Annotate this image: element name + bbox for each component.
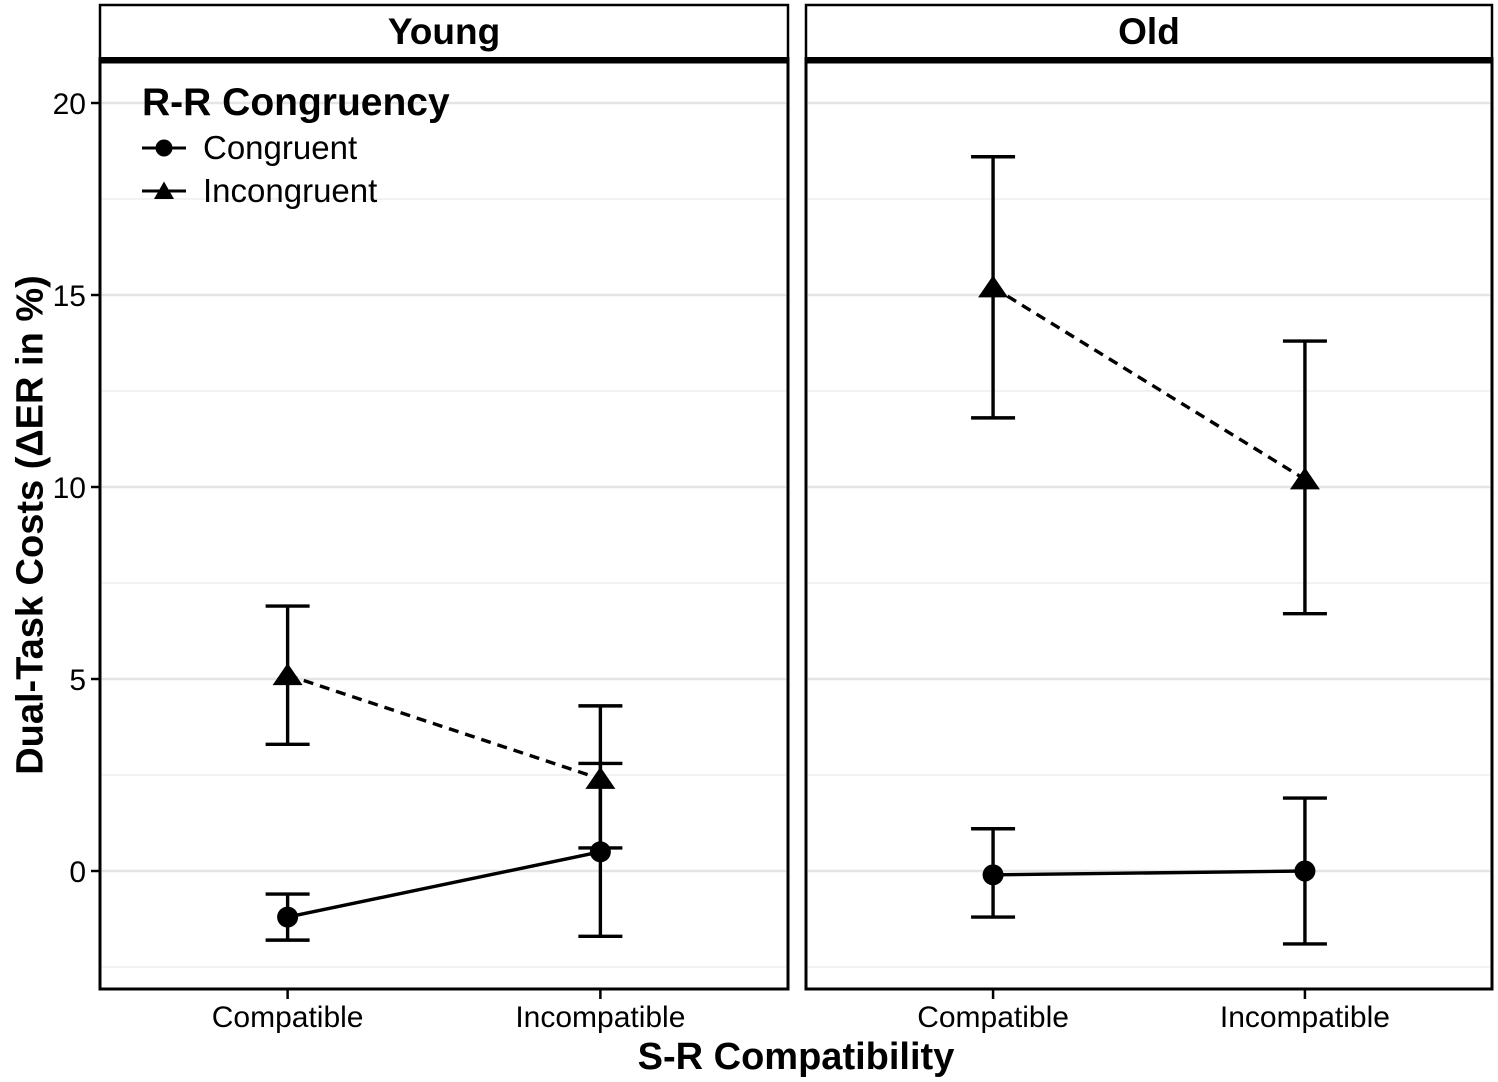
triangle-marker-icon (142, 173, 186, 209)
x-axis-title: S-R Compatibility (637, 1036, 955, 1078)
data-point-circle (589, 841, 611, 863)
series-line-congruent (993, 869, 1305, 877)
key-circle (155, 139, 173, 157)
y-tick-label: 20 (53, 88, 86, 121)
series-line-incongruent (287, 673, 601, 781)
legend: R-R Congruency Congruent Incongruent (142, 80, 450, 212)
legend-title: R-R Congruency (142, 81, 450, 124)
y-tick-label: 5 (69, 664, 86, 697)
data-point-triangle (585, 766, 616, 789)
legend-label-incongruent: Incongruent (203, 172, 378, 209)
data-point-triangle (1289, 467, 1320, 490)
y-axis-title: Dual-Task Costs (ΔER in %) (9, 275, 52, 775)
panel-border (804, 60, 1494, 991)
key-triangle (154, 181, 174, 199)
legend-item-incongruent: Incongruent (142, 170, 450, 212)
legend-item-congruent: Congruent (142, 127, 450, 169)
x-tick-label: Compatible (917, 1001, 1069, 1034)
x-tick-label: Incompatible (1220, 1001, 1390, 1034)
data-point-triangle (978, 275, 1009, 298)
data-point-circle (277, 906, 299, 928)
circle-marker-icon (142, 130, 186, 166)
y-tick-label: 10 (53, 472, 86, 505)
facet-strip (804, 3, 1494, 61)
series-line-congruent (287, 850, 601, 919)
circle-key-glyph (142, 139, 186, 157)
facet-strip-title-old: Old (1118, 11, 1180, 52)
series-line-incongruent (992, 285, 1306, 481)
data-point-triangle (272, 663, 303, 686)
data-point-circle (1294, 860, 1316, 882)
triangle-key-glyph (142, 181, 186, 199)
facet-strip-title-young: Young (387, 11, 501, 52)
legend-label-congruent: Congruent (203, 129, 358, 166)
x-tick-label: Incompatible (515, 1001, 685, 1034)
y-tick-label: 0 (69, 856, 86, 889)
x-tick-label: Compatible (212, 1001, 364, 1034)
y-tick-label: 15 (53, 280, 86, 313)
facet-strip (98, 3, 790, 61)
data-point-circle (982, 864, 1004, 886)
